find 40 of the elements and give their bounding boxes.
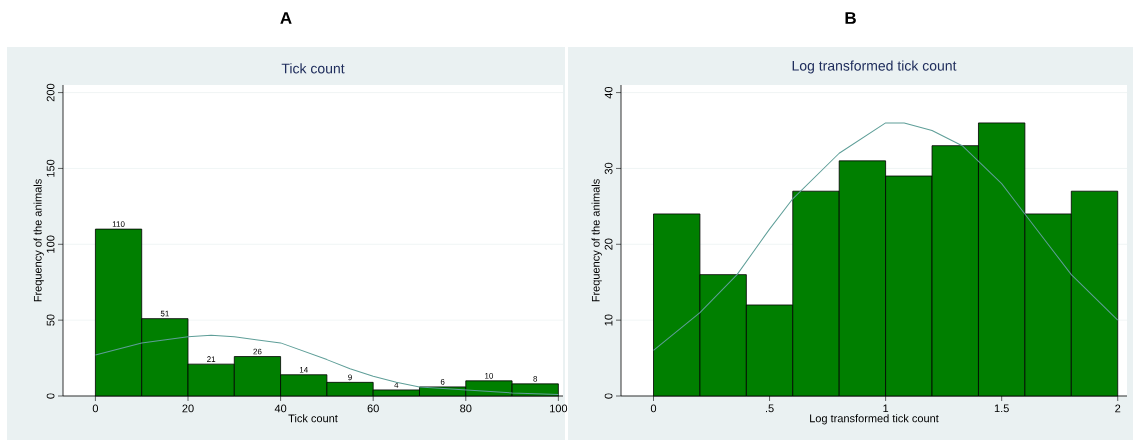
x-tick-label: 1: [883, 404, 889, 413]
data-label: 51: [160, 310, 169, 317]
y-tick-label: 50: [46, 314, 55, 326]
chart-title: A: [280, 12, 292, 24]
y-tick-label: 10: [604, 314, 613, 326]
y-axis-title: Frequency of the animals: [33, 179, 44, 302]
data-label: 26: [253, 348, 262, 355]
y-tick-label: 20: [604, 238, 613, 250]
x-tick-label: 20: [182, 404, 194, 413]
x-tick-label: 2: [1115, 404, 1121, 413]
data-label: 4: [394, 382, 399, 388]
data-label: 8: [533, 376, 538, 382]
chart-title: B: [845, 12, 856, 24]
x-tick-label: 80: [460, 404, 472, 413]
x-tick-label: 0: [92, 404, 99, 413]
data-label: 9: [348, 374, 352, 381]
y-tick-label: 150: [46, 159, 55, 177]
x-tick-label: 40: [274, 404, 287, 413]
data-label: 6: [440, 379, 445, 385]
x-tick-label: 0: [650, 404, 657, 413]
x-tick-label: .5: [765, 404, 774, 413]
y-axis-title: Frequency of the animals: [591, 179, 602, 302]
x-axis-title: Log transformed tick count: [810, 414, 939, 425]
chart-subtitle: Log transformed tick count: [792, 60, 957, 74]
x-tick-label: 1.5: [994, 404, 1009, 413]
data-label: 14: [299, 367, 308, 373]
y-tick-label: 40: [604, 86, 613, 99]
y-tick-label: 100: [46, 235, 55, 253]
chart-subtitle: Tick count: [281, 63, 345, 74]
y-tick-label: 30: [604, 162, 613, 175]
data-label: 110: [112, 221, 125, 227]
data-label: 10: [485, 372, 494, 379]
y-tick-label: 0: [46, 393, 55, 399]
x-tick-label: 100: [550, 404, 568, 413]
x-axis-title: Tick count: [288, 414, 338, 423]
data-label: 21: [207, 356, 216, 362]
x-tick-label: 60: [367, 404, 379, 413]
y-tick-label: 200: [46, 83, 55, 102]
line-series: [653, 122, 1119, 351]
y-tick-label: 0: [604, 393, 613, 399]
